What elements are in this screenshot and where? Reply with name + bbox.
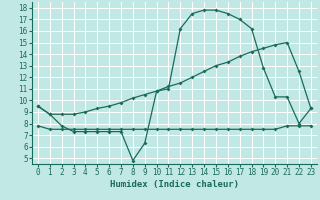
X-axis label: Humidex (Indice chaleur): Humidex (Indice chaleur) [110,180,239,189]
